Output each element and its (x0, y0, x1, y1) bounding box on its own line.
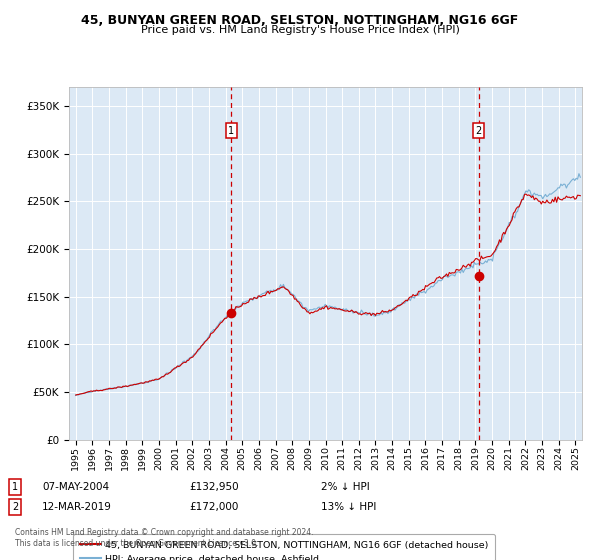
Text: 07-MAY-2004: 07-MAY-2004 (42, 482, 109, 492)
Text: £172,000: £172,000 (189, 502, 238, 512)
Text: 13% ↓ HPI: 13% ↓ HPI (321, 502, 376, 512)
Text: 45, BUNYAN GREEN ROAD, SELSTON, NOTTINGHAM, NG16 6GF: 45, BUNYAN GREEN ROAD, SELSTON, NOTTINGH… (82, 14, 518, 27)
Text: 1: 1 (229, 126, 235, 136)
Text: 2: 2 (475, 126, 482, 136)
Text: 2: 2 (12, 502, 18, 512)
Legend: 45, BUNYAN GREEN ROAD, SELSTON, NOTTINGHAM, NG16 6GF (detached house), HPI: Aver: 45, BUNYAN GREEN ROAD, SELSTON, NOTTINGH… (73, 534, 496, 560)
Text: Contains HM Land Registry data © Crown copyright and database right 2024.
This d: Contains HM Land Registry data © Crown c… (15, 528, 314, 548)
Text: Price paid vs. HM Land Registry's House Price Index (HPI): Price paid vs. HM Land Registry's House … (140, 25, 460, 35)
Text: 2% ↓ HPI: 2% ↓ HPI (321, 482, 370, 492)
Text: 12-MAR-2019: 12-MAR-2019 (42, 502, 112, 512)
Text: £132,950: £132,950 (189, 482, 239, 492)
Text: 1: 1 (12, 482, 18, 492)
